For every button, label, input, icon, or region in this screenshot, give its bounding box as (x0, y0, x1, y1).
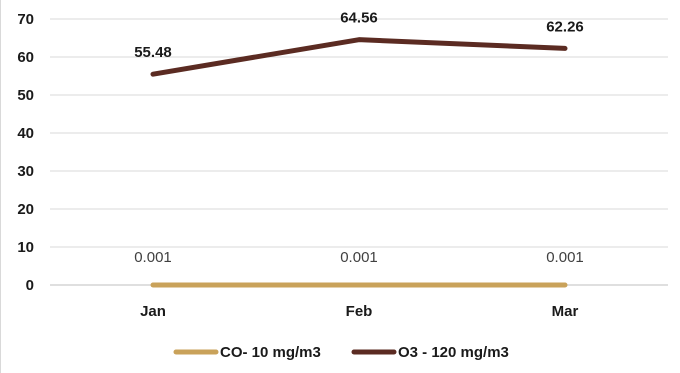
data-label: 55.48 (134, 44, 172, 61)
y-tick-label: 0 (26, 277, 34, 294)
data-labels: 0.001 0.001 0.001 55.48 64.56 62.26 (134, 10, 584, 266)
y-tick-label: 60 (17, 49, 34, 66)
data-label: 62.26 (546, 18, 584, 35)
series-line-o3 (150, 37, 568, 77)
chart-frame-edge (0, 0, 1, 373)
y-tick-label: 20 (17, 201, 34, 218)
y-tick-label: 50 (17, 87, 34, 104)
data-label: 64.56 (340, 10, 378, 27)
data-label: 0.001 (546, 249, 584, 266)
legend-label-co: CO- 10 mg/m3 (220, 344, 321, 361)
x-tick-label: Mar (552, 303, 579, 320)
y-tick-label: 70 (17, 11, 34, 28)
series-lines (150, 37, 568, 288)
x-axis-ticks: Jan Feb Mar (140, 303, 578, 320)
data-label: 0.001 (134, 249, 172, 266)
data-label: 0.001 (340, 249, 378, 266)
legend-label-o3: O3 - 120 mg/m3 (398, 344, 509, 361)
y-tick-label: 10 (17, 239, 34, 256)
x-tick-label: Feb (346, 303, 373, 320)
y-tick-label: 40 (17, 125, 34, 142)
y-axis-ticks: 0 10 20 30 40 50 60 70 (17, 11, 34, 294)
y-tick-label: 30 (17, 163, 34, 180)
x-tick-label: Jan (140, 303, 166, 320)
legend: CO- 10 mg/m3 O3 - 120 mg/m3 (173, 344, 509, 361)
